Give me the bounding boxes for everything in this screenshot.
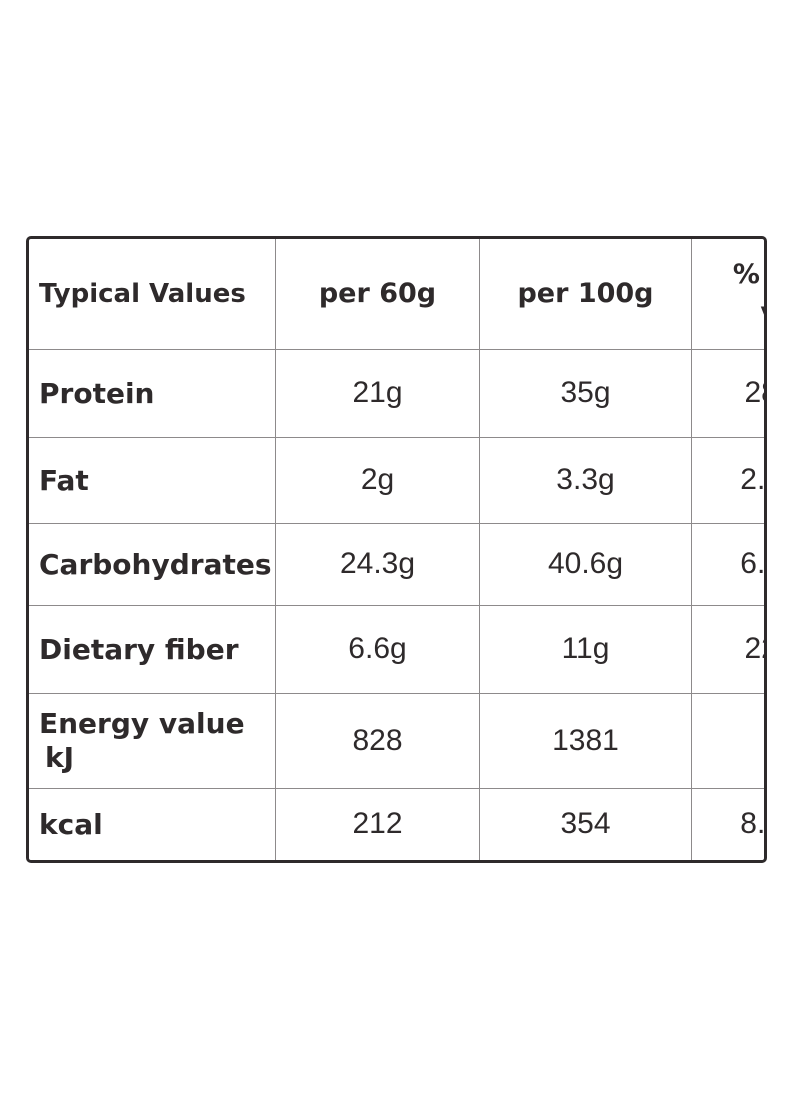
- value-per-100g: 1381: [479, 692, 692, 789]
- row-label: Fat: [29, 436, 276, 524]
- header-daily-value-line2: value: [760, 297, 764, 328]
- value-per-100g: 40.6g: [479, 522, 692, 606]
- value-per-100g: 354: [479, 787, 692, 860]
- value-per-60g: 24.3g: [275, 522, 480, 606]
- header-typical-values: Typical Values: [29, 239, 276, 350]
- table-header-row: Typical Values per 60g per 100g % daily …: [29, 239, 764, 350]
- value-daily: 6.6%: [691, 522, 764, 606]
- value-per-100g: 11g: [479, 604, 692, 694]
- value-daily: 22%: [691, 604, 764, 694]
- value-per-100g: 35g: [479, 348, 692, 438]
- header-daily-value-line1: % daily: [732, 258, 764, 290]
- value-daily: [691, 692, 764, 789]
- header-daily-value: % daily value: [691, 239, 764, 350]
- table-row: Carbohydrates 24.3g 40.6g 6.6%: [29, 522, 764, 606]
- table-row: Fat 2g 3.3g 2.4%: [29, 436, 764, 524]
- row-label: kcal: [29, 787, 276, 860]
- header-per-60g: per 60g: [275, 239, 480, 350]
- row-label-text: Energy value: [39, 706, 245, 740]
- nutrition-table: Typical Values per 60g per 100g % daily …: [26, 236, 767, 863]
- row-label: Carbohydrates: [29, 522, 276, 606]
- table-row: Energy value kJ 828 1381: [29, 692, 764, 789]
- table-row: Protein 21g 35g 28%: [29, 348, 764, 438]
- value-daily: 2.4%: [691, 436, 764, 524]
- value-daily: 8.5%: [691, 787, 764, 860]
- value-per-60g: 828: [275, 692, 480, 789]
- row-label: Protein: [29, 348, 276, 438]
- header-per-100g: per 100g: [479, 239, 692, 350]
- row-label: Energy value kJ: [29, 692, 276, 789]
- value-per-60g: 212: [275, 787, 480, 860]
- value-per-60g: 2g: [275, 436, 480, 524]
- value-daily: 28%: [691, 348, 764, 438]
- value-per-60g: 6.6g: [275, 604, 480, 694]
- row-label-unit: kJ: [45, 740, 75, 774]
- table-row: Dietary fiber 6.6g 11g 22%: [29, 604, 764, 694]
- value-per-60g: 21g: [275, 348, 480, 438]
- value-per-100g: 3.3g: [479, 436, 692, 524]
- table-row: kcal 212 354 8.5%: [29, 787, 764, 860]
- row-label: Dietary fiber: [29, 604, 276, 694]
